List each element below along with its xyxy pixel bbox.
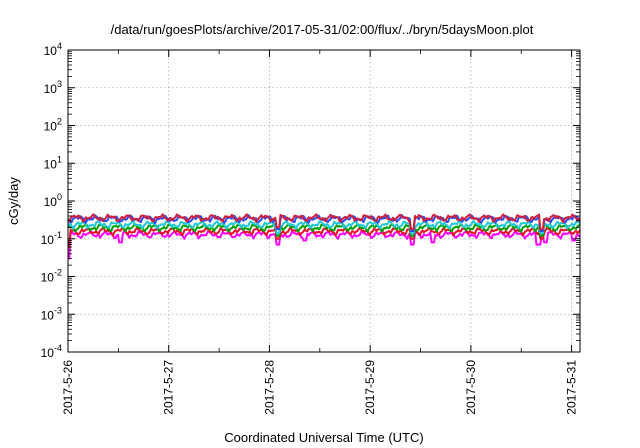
- y-tick-label: 10-1: [41, 230, 62, 247]
- x-tick-label: 2017-5-30: [464, 360, 478, 415]
- x-tick-label: 2017-5-31: [565, 360, 579, 415]
- y-tick-labels: 10-4 10-3 10-2 10-1 100 101 102 103 104: [41, 41, 62, 360]
- x-tick-label: 2017-5-27: [162, 360, 176, 415]
- series-layer: [67, 213, 581, 260]
- y-tick-label: 10-4: [41, 343, 62, 360]
- ticks: [67, 49, 580, 353]
- y-tick-label: 103: [44, 79, 62, 96]
- y-tick-label: 104: [44, 41, 62, 58]
- x-tick-label: 2017-5-28: [262, 360, 276, 415]
- series-line: [68, 226, 581, 249]
- y-tick-label: 10-2: [41, 268, 62, 285]
- grid: [68, 50, 580, 352]
- y-tick-label: 102: [44, 117, 62, 134]
- y-axis-label: cGy/day: [6, 177, 21, 225]
- y-tick-label: 101: [44, 154, 62, 171]
- x-tick-labels: 2017-5-26 2017-5-27 2017-5-28 2017-5-29 2017…: [61, 360, 579, 415]
- y-tick-label: 100: [44, 192, 62, 209]
- series-line: [67, 213, 581, 231]
- y-tick-label: 10-3: [41, 305, 62, 322]
- x-tick-label: 2017-5-29: [363, 360, 377, 415]
- x-tick-label: 2017-5-26: [61, 360, 75, 415]
- series-line: [68, 229, 581, 260]
- chart-title: /data/run/goesPlots/archive/2017-05-31/0…: [111, 22, 534, 37]
- x-axis-label: Coordinated Universal Time (UTC): [224, 430, 423, 445]
